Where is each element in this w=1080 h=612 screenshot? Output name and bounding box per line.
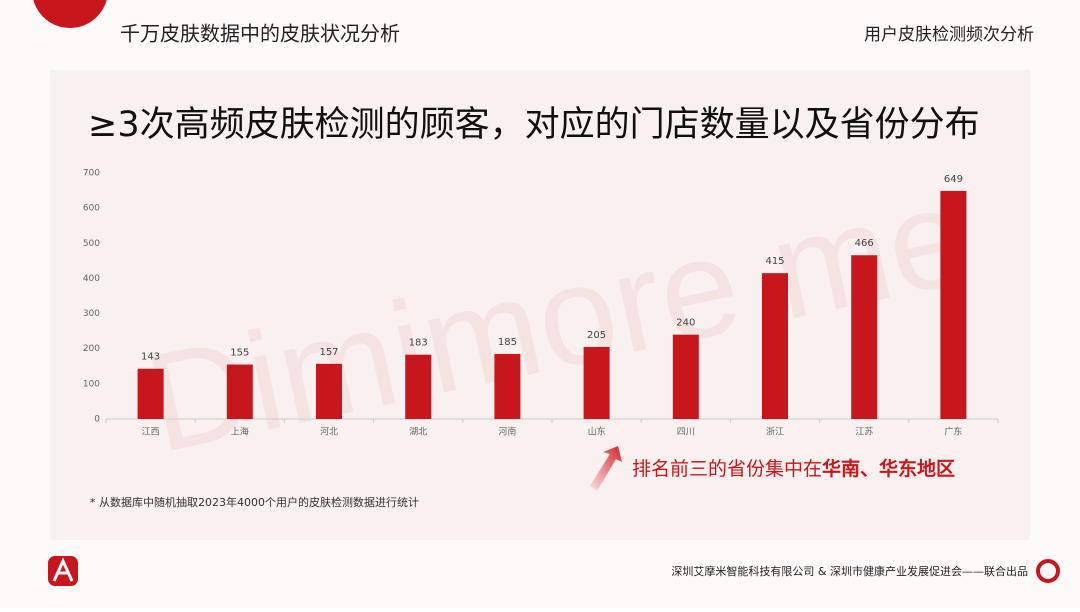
x-tick-label: 广东 xyxy=(944,426,962,438)
corner-circle xyxy=(33,0,107,28)
value-label: 205 xyxy=(587,330,606,341)
x-tick-label: 江西 xyxy=(142,427,160,438)
logo-mark xyxy=(52,557,74,582)
value-label: 183 xyxy=(409,338,428,349)
x-tick-label: 江苏 xyxy=(855,426,873,438)
y-tick-label: 0 xyxy=(94,415,100,425)
y-tick-label: 700 xyxy=(83,169,100,179)
bar xyxy=(851,255,878,419)
x-tick-label: 四川 xyxy=(677,428,695,438)
y-tick-label: 300 xyxy=(83,309,100,319)
value-label: 185 xyxy=(498,337,517,348)
annotation-highlight: 华南、华东地区 xyxy=(822,457,955,480)
footer-ring xyxy=(1036,559,1060,583)
y-tick-label: 500 xyxy=(83,239,100,249)
x-tick-label: 河北 xyxy=(320,426,338,438)
value-label: 155 xyxy=(230,348,249,359)
bar xyxy=(494,353,521,419)
value-label: 649 xyxy=(944,174,963,185)
value-label: 415 xyxy=(765,256,784,267)
annotation: 排名前三的省份集中在华南、华东地区 xyxy=(632,457,955,480)
bar xyxy=(226,364,253,419)
x-tick-label: 上海 xyxy=(231,426,249,438)
y-tick-label: 600 xyxy=(83,204,100,214)
header-right: 用户皮肤检测频次分析 xyxy=(864,25,1034,45)
y-tick-label: 400 xyxy=(83,274,100,284)
bar xyxy=(137,368,164,419)
x-tick-label: 湖北 xyxy=(409,427,427,438)
bar xyxy=(940,190,967,419)
bar xyxy=(405,354,432,419)
value-label: 466 xyxy=(855,238,874,249)
value-label: 240 xyxy=(676,318,695,329)
bar xyxy=(316,363,342,419)
bar xyxy=(672,334,699,419)
bar xyxy=(762,273,788,419)
y-tick-label: 100 xyxy=(83,379,100,389)
chart-title: ≥3次高频皮肤检测的顾客，对应的门店数量以及省份分布 xyxy=(88,105,980,145)
x-tick-label: 山东 xyxy=(588,426,606,438)
arrow xyxy=(590,446,622,491)
value-label: 143 xyxy=(141,352,160,363)
bar xyxy=(583,346,610,419)
x-tick-label: 浙江 xyxy=(766,426,784,438)
footer: 深圳艾摩米智能科技有限公司 & 深圳市健康产业发展促进会——联合出品 xyxy=(671,564,1028,578)
note: * 从数据库中随机抽取2023年4000个用户的皮肤检测数据进行统计 xyxy=(90,495,419,509)
y-tick-label: 200 xyxy=(83,344,100,354)
value-label: 157 xyxy=(319,347,338,358)
annotation-text: 排名前三的省份集中在 xyxy=(632,458,822,480)
x-tick-label: 河南 xyxy=(498,426,516,438)
header-left: 千万皮肤数据中的皮肤状况分析 xyxy=(120,22,400,46)
